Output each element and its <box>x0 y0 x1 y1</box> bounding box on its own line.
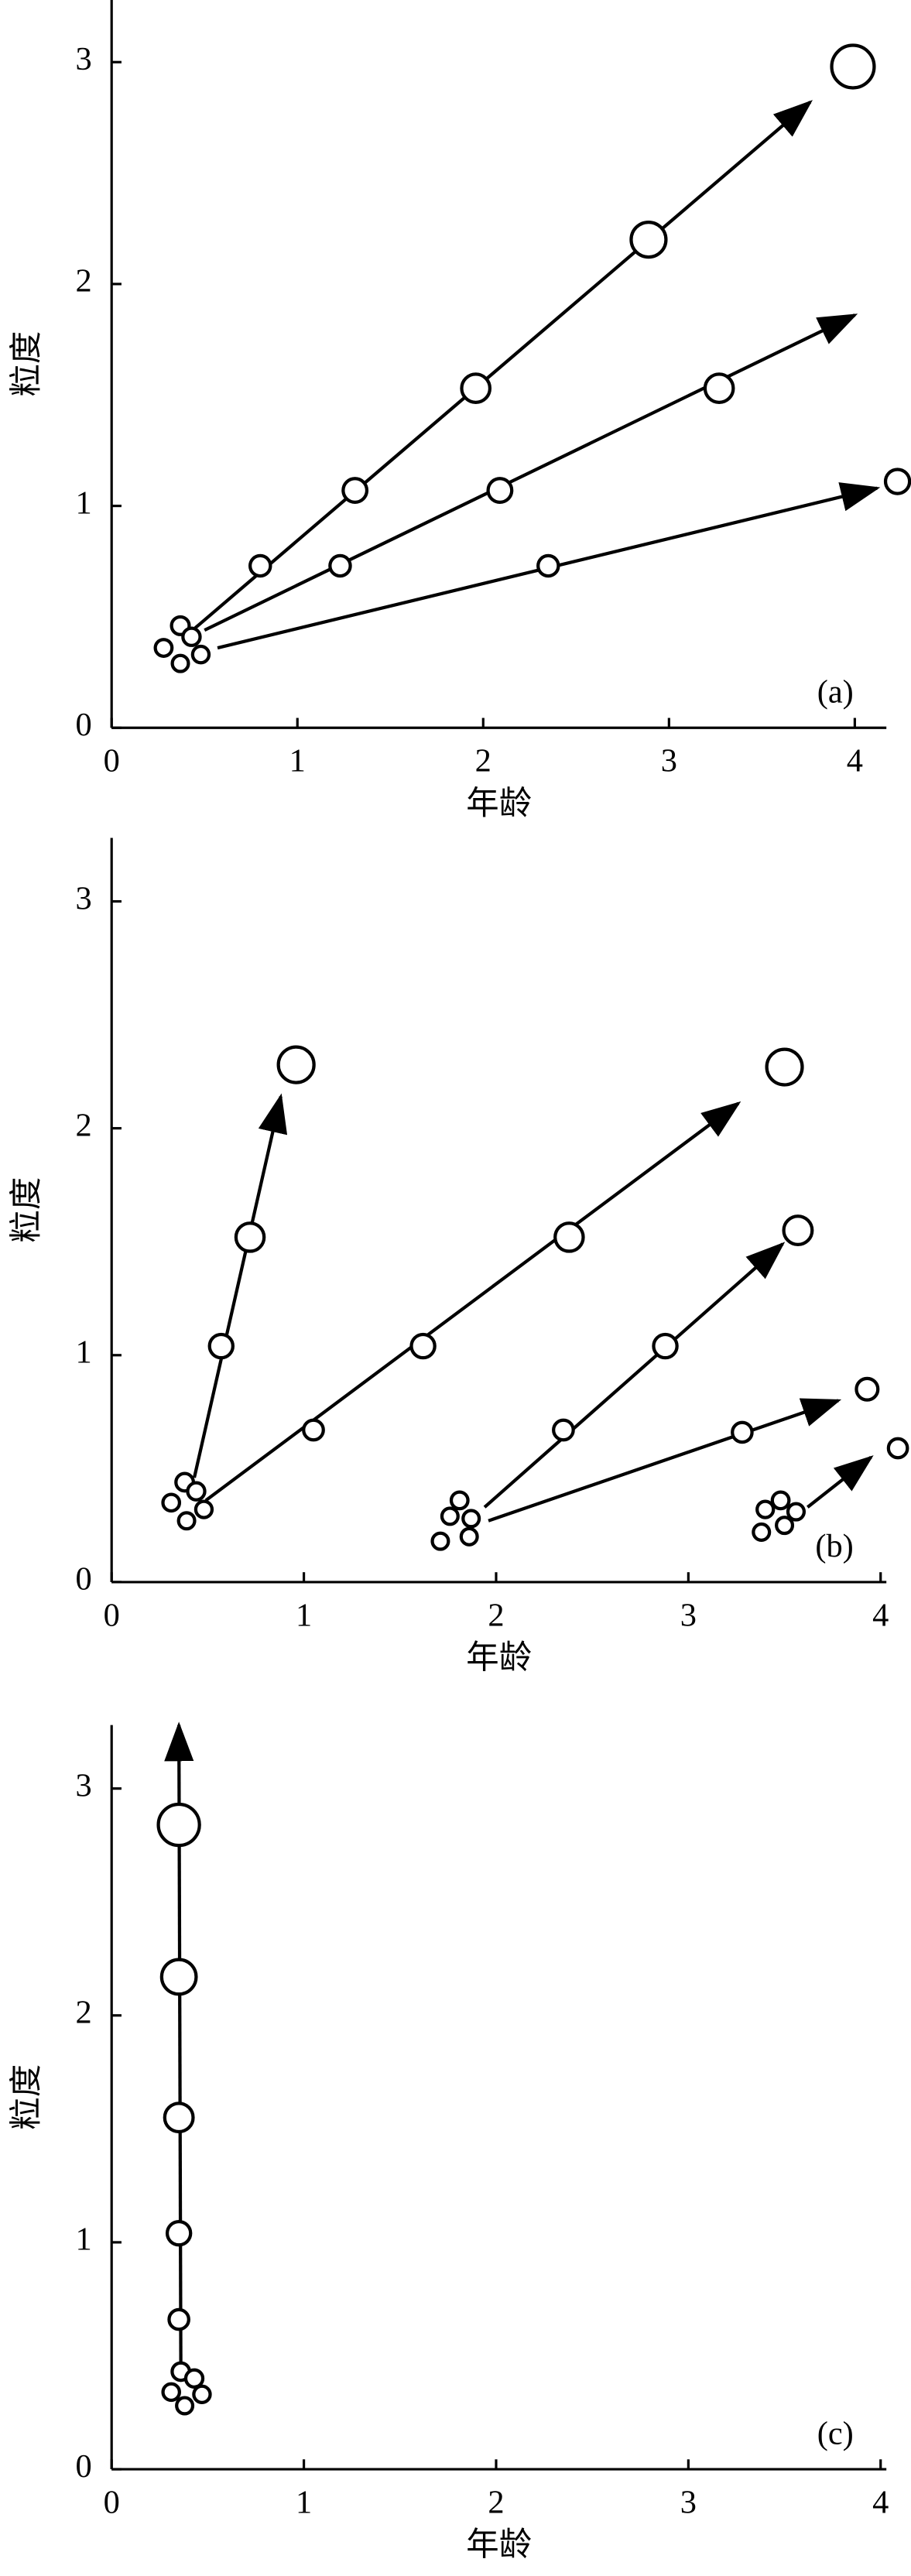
data-point <box>207 1332 235 1360</box>
y-tick-label: 3 <box>76 880 92 916</box>
data-point <box>430 1531 450 1551</box>
x-tick-label: 0 <box>104 2484 120 2520</box>
trajectory-arrow <box>807 1455 874 1509</box>
data-point <box>156 1802 201 1848</box>
data-point <box>786 1502 807 1522</box>
data-point <box>460 372 492 405</box>
trajectory-arrow <box>483 1242 786 1509</box>
data-point <box>181 626 202 647</box>
x-tick-label: 2 <box>488 1597 504 1633</box>
x-axis-label: 年龄 <box>466 1640 532 1677</box>
y-axis-label: 粒度 <box>9 331 45 397</box>
y-tick-label: 2 <box>76 1995 92 2031</box>
data-point <box>194 1499 214 1519</box>
data-point <box>302 1418 325 1442</box>
y-tick-label: 2 <box>76 263 92 300</box>
data-point <box>629 220 668 259</box>
data-point <box>165 2219 193 2247</box>
data-point <box>176 1511 197 1531</box>
y-tick-label: 0 <box>76 707 92 743</box>
x-tick-label: 4 <box>872 2484 889 2520</box>
y-tick-label: 3 <box>76 41 92 77</box>
x-tick-label: 0 <box>104 743 120 779</box>
x-tick-label: 3 <box>661 743 677 779</box>
data-point <box>883 468 911 495</box>
data-point <box>459 1526 479 1547</box>
data-point <box>552 1418 575 1442</box>
y-axis-label: 粒度 <box>9 1177 45 1243</box>
data-point <box>161 2382 181 2403</box>
data-point <box>752 1522 772 1542</box>
y-tick-label: 0 <box>76 1561 92 1598</box>
data-point <box>652 1332 679 1360</box>
y-axis-label: 粒度 <box>9 2064 45 2130</box>
data-point <box>183 2368 205 2389</box>
y-tick-label: 0 <box>76 2448 92 2485</box>
y-tick-label: 2 <box>76 1107 92 1143</box>
data-point <box>461 1509 481 1529</box>
x-axis-label: 年龄 <box>466 2527 532 2564</box>
data-point <box>192 2384 212 2405</box>
data-point <box>341 477 369 504</box>
trajectory-arrow <box>192 1093 288 1478</box>
data-point <box>161 1492 182 1513</box>
y-tick-label: 1 <box>76 2221 92 2258</box>
data-point <box>175 2396 195 2416</box>
x-tick-label: 3 <box>680 1597 697 1633</box>
data-point <box>190 644 211 665</box>
x-tick-label: 4 <box>847 743 863 779</box>
trajectory-arrow <box>204 313 858 632</box>
data-point <box>163 2102 195 2134</box>
trajectory-arrow <box>194 100 813 629</box>
y-tick-label: 1 <box>76 1334 92 1371</box>
x-tick-label: 4 <box>872 1597 889 1633</box>
x-axis-label: 年龄 <box>466 786 532 822</box>
data-point <box>731 1420 754 1444</box>
data-point <box>886 1437 909 1460</box>
data-point <box>775 1516 795 1536</box>
data-point <box>248 553 272 578</box>
x-tick-label: 0 <box>104 1597 120 1633</box>
data-point <box>409 1332 437 1360</box>
panel-label: (b) <box>815 1528 853 1564</box>
x-tick-label: 3 <box>680 2484 697 2520</box>
data-point <box>449 1490 470 1511</box>
data-point <box>234 1221 266 1253</box>
data-point <box>170 653 190 673</box>
data-point <box>830 43 876 90</box>
data-point <box>186 1481 207 1502</box>
data-point <box>782 1214 814 1247</box>
data-point <box>770 1490 791 1511</box>
data-point <box>536 553 560 578</box>
data-point <box>765 1047 804 1087</box>
data-point <box>440 1506 460 1526</box>
x-tick-label: 1 <box>296 1597 312 1633</box>
data-point <box>328 553 352 578</box>
x-tick-label: 2 <box>475 743 491 779</box>
x-tick-label: 1 <box>296 2484 312 2520</box>
trajectory-arrow <box>204 1101 741 1502</box>
data-point <box>153 638 174 658</box>
data-point <box>276 1045 316 1084</box>
data-point <box>553 1221 585 1253</box>
panel-label: (c) <box>817 2415 854 2451</box>
data-point <box>486 477 514 504</box>
x-tick-label: 2 <box>488 2484 504 2520</box>
data-point <box>854 1376 880 1402</box>
panel-label: (a) <box>817 674 854 711</box>
data-point <box>755 1499 776 1519</box>
data-point <box>167 2307 190 2331</box>
data-point <box>159 1958 198 1996</box>
data-point <box>703 372 735 405</box>
trajectory-arrow <box>488 1398 842 1523</box>
x-tick-label: 1 <box>289 743 306 779</box>
y-tick-label: 3 <box>76 1767 92 1804</box>
y-tick-label: 1 <box>76 485 92 521</box>
